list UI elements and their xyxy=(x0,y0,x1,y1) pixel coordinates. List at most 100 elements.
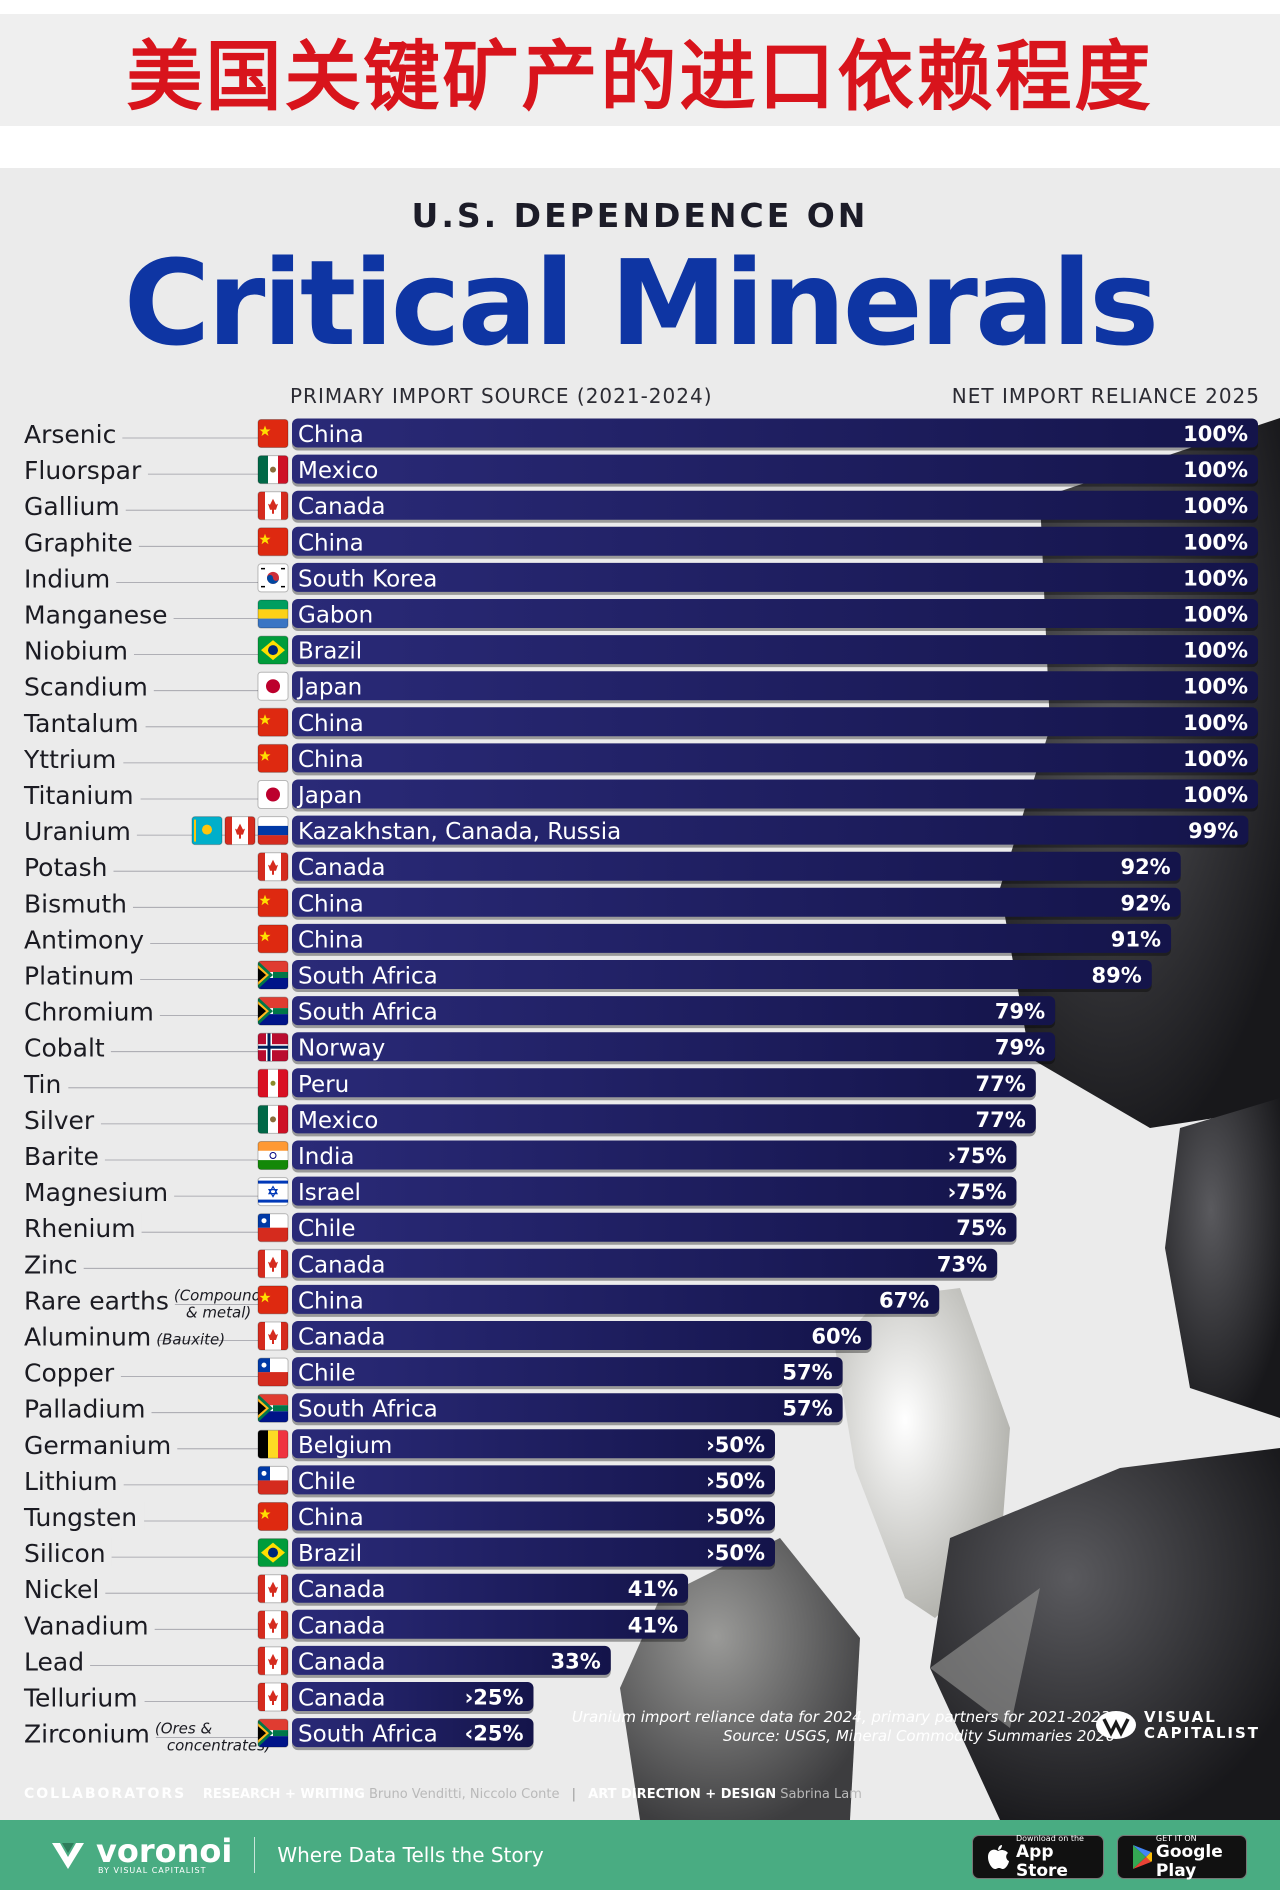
source-flags xyxy=(257,1574,289,1604)
mineral-label: Barite xyxy=(24,1142,99,1171)
chart-row: Fluorspar Mexico 100% xyxy=(18,454,1258,487)
bar-rare-earths xyxy=(292,1284,940,1314)
source-country: Canada xyxy=(298,494,386,520)
mineral-label: Chromium xyxy=(24,998,154,1027)
research-names: Bruno Venditti, Niccolo Conte xyxy=(368,1787,560,1802)
chart-row: Niobium Brazil 100% xyxy=(18,635,1258,668)
source-country: Kazakhstan, Canada, Russia xyxy=(298,819,621,845)
reliance-value: 100% xyxy=(1183,711,1248,735)
reliance-value: 67% xyxy=(879,1288,929,1312)
mineral-label: Silver xyxy=(24,1106,95,1135)
visual-capitalist-logo: VISUAL CAPITALIST xyxy=(1094,1709,1260,1741)
chart-row: Chromium South Africa 79% xyxy=(18,996,1056,1029)
source-flags xyxy=(257,563,289,593)
bar-silver xyxy=(292,1104,1036,1134)
mineral-label: Indium xyxy=(24,564,110,593)
bar-uranium xyxy=(292,815,1249,845)
reliance-value: 91% xyxy=(1111,927,1161,951)
vc-logo-line-2: CAPITALIST xyxy=(1143,1724,1260,1742)
source-country: India xyxy=(298,1144,354,1170)
source-flags xyxy=(257,635,289,665)
chart-row: Platinum South Africa 89% xyxy=(18,960,1152,992)
mineral-label: Zirconium xyxy=(24,1720,150,1749)
reliance-value: 79% xyxy=(995,1036,1045,1060)
mineral-note: & metal) xyxy=(186,1303,251,1321)
mineral-label: Cobalt xyxy=(24,1034,105,1063)
source-country: Canada xyxy=(298,855,386,881)
voronoi-mark-icon xyxy=(52,1843,84,1869)
chart-row: Germanium Belgium ›50% xyxy=(18,1429,775,1462)
app-store-button[interactable]: Download on the App Store xyxy=(972,1834,1104,1881)
chart-row: Zirconium (Ores &concentrates) South Afric… xyxy=(18,1718,534,1755)
mineral-note: concentrates) xyxy=(167,1737,271,1755)
reliance-value: 57% xyxy=(782,1361,832,1385)
chart-row: Tungsten China ›50% xyxy=(18,1501,775,1534)
reliance-value: 100% xyxy=(1183,783,1248,807)
reliance-value: ›50% xyxy=(706,1505,765,1529)
vc-logo-line-1: VISUAL xyxy=(1143,1708,1217,1726)
bar-rhenium xyxy=(292,1212,1017,1242)
mineral-label: Palladium xyxy=(24,1395,146,1424)
source-country: South Africa xyxy=(298,1722,438,1748)
reliance-value: 60% xyxy=(811,1325,861,1349)
chart-row: Scandium Japan 100% xyxy=(18,671,1258,704)
google-play-button[interactable]: GET IT ON Google Play xyxy=(1117,1833,1247,1880)
chart-row: Graphite China 100% xyxy=(18,526,1258,559)
source-flags xyxy=(257,996,289,1026)
source-flags xyxy=(257,1357,289,1387)
label-mask xyxy=(18,1429,178,1459)
source-country: Canada xyxy=(298,1686,386,1712)
source-flags xyxy=(257,1213,289,1243)
reliance-value: ‹25% xyxy=(465,1722,524,1746)
mineral-label: Nickel xyxy=(24,1575,99,1604)
source-flags xyxy=(257,1141,289,1170)
chart-row: Yttrium China 100% xyxy=(18,743,1258,776)
label-mask xyxy=(18,1645,91,1675)
source-country: Peru xyxy=(298,1072,349,1098)
mineral-label: Lithium xyxy=(24,1467,118,1496)
label-mask xyxy=(18,1284,175,1314)
bar-tin xyxy=(292,1068,1036,1098)
source-country: Canada xyxy=(298,1325,386,1351)
bar-silicon xyxy=(292,1537,775,1567)
bar-yttrium xyxy=(292,743,1258,773)
voronoi-logo[interactable]: voronoi BY VISUAL CAPITALIST xyxy=(48,1835,232,1875)
bar-gallium xyxy=(292,490,1258,520)
reliance-column-header: NET IMPORT RELIANCE 2025 xyxy=(951,384,1260,408)
voronoi-byline: BY VISUAL CAPITALIST xyxy=(98,1865,207,1875)
mineral-label: Platinum xyxy=(24,962,134,991)
mineral-label: Tungsten xyxy=(23,1503,137,1532)
source-country: Israel xyxy=(298,1180,361,1206)
google-play-small-text: GET IT ON xyxy=(1155,1833,1197,1843)
source-country: South Korea xyxy=(298,566,437,592)
source-flags xyxy=(257,527,289,557)
label-mask xyxy=(18,1176,175,1206)
mineral-label: Zinc xyxy=(24,1250,78,1279)
source-column-header: PRIMARY IMPORT SOURCE (2021-2024) xyxy=(290,384,713,408)
bar-titanium xyxy=(292,779,1258,809)
bar-graphite xyxy=(292,526,1258,556)
reliance-value: 100% xyxy=(1183,603,1248,627)
app-store-label: App Store xyxy=(1016,1841,1068,1881)
label-mask xyxy=(18,1537,112,1567)
source-country: Mexico xyxy=(298,458,378,484)
label-mask xyxy=(18,1104,101,1134)
mineral-label: Aluminum xyxy=(24,1323,151,1352)
label-mask xyxy=(18,1718,156,1748)
source-flags xyxy=(257,455,289,485)
collaborators-label: COLLABORATORS xyxy=(24,1786,187,1802)
source-country: Chile xyxy=(298,1361,356,1387)
label-mask xyxy=(18,1068,69,1098)
bar-nickel xyxy=(292,1573,689,1603)
chart-row: Tantalum China 100% xyxy=(18,707,1258,740)
reliance-value: 89% xyxy=(1091,964,1141,988)
mineral-label: Germanium xyxy=(24,1431,171,1460)
research-label: RESEARCH + WRITING xyxy=(202,1787,365,1802)
source-flags xyxy=(257,419,289,448)
chart-row: Gallium Canada 100% xyxy=(18,490,1258,523)
mineral-label: Arsenic xyxy=(24,420,116,449)
reliance-value: 79% xyxy=(995,1000,1045,1024)
reliance-value: 77% xyxy=(976,1072,1026,1096)
chart-row: Lead Canada 33% xyxy=(18,1645,611,1678)
mineral-label: Manganese xyxy=(24,601,168,630)
